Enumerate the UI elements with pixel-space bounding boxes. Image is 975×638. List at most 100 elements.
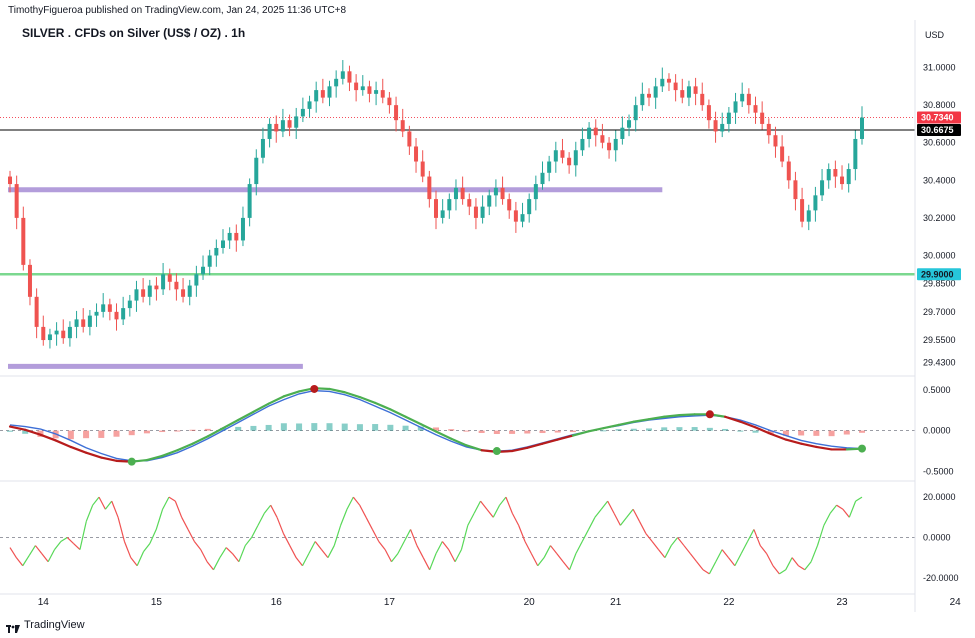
osc2-segment (130, 557, 138, 567)
slow-line (9, 389, 863, 462)
histogram-bar (341, 423, 348, 431)
histogram-bar (113, 430, 120, 437)
candle (300, 97, 305, 123)
osc2-segment (66, 537, 74, 544)
candle (21, 206, 26, 271)
candle (520, 202, 525, 228)
candle (340, 60, 345, 85)
osc2-segment (740, 541, 749, 554)
candle-body (806, 210, 811, 222)
candle (540, 161, 545, 190)
osc2-segment (543, 545, 551, 558)
candle-body (314, 90, 319, 102)
osc2-segment (441, 541, 450, 550)
osc2-segment (581, 529, 590, 542)
fast-line-segment (541, 438, 559, 445)
fast-line-segment (739, 420, 757, 429)
fast-line-segment (69, 445, 88, 454)
fast-line-segment (221, 418, 240, 430)
osc2-segment (670, 537, 679, 546)
candle (760, 101, 765, 130)
candle (627, 114, 632, 137)
candle-body (693, 86, 698, 94)
candle (533, 175, 538, 211)
osc2-segment (321, 549, 329, 559)
histogram-bar (7, 430, 13, 432)
price-tick-label: 30.6000 (923, 138, 956, 148)
fast-line-segment (237, 410, 255, 422)
candle-body (21, 217, 26, 265)
fast-line-segment (556, 434, 575, 441)
osc2-segment (619, 516, 628, 526)
candle-body (653, 86, 658, 98)
time-tick-label: 16 (271, 597, 283, 608)
histogram-bar (539, 430, 546, 434)
fast-line-segment (769, 432, 788, 441)
candle-body (107, 304, 112, 312)
candle-body (174, 281, 179, 290)
candle-body (760, 112, 765, 124)
candle (860, 106, 864, 145)
candle (846, 163, 851, 193)
candle-body (820, 180, 825, 196)
candle (287, 114, 292, 137)
candle-body (161, 274, 166, 290)
candle-body (221, 240, 225, 248)
fast-line-segment (84, 451, 103, 459)
candle-body (833, 169, 838, 177)
fast-line-segment (647, 415, 666, 421)
candle (660, 67, 665, 92)
candle-body (327, 86, 332, 98)
candle (653, 77, 658, 109)
histogram-bar (752, 430, 759, 433)
osc2-segment (416, 545, 424, 558)
candle-body (227, 232, 232, 241)
candle-body (473, 206, 478, 218)
histogram-bar (235, 426, 242, 431)
osc2-segment (810, 545, 819, 562)
candle-body (547, 161, 552, 173)
osc2-segment (524, 541, 532, 554)
time-tick-label: 17 (384, 597, 396, 608)
osc2-segment (658, 549, 666, 559)
osc2-segment (708, 561, 717, 575)
candle-body (181, 289, 186, 297)
candle (527, 193, 532, 223)
candle (94, 303, 99, 327)
candle-body (320, 90, 325, 98)
osc2-segment (683, 545, 691, 555)
candle-body (427, 176, 432, 200)
osc2-segment (47, 549, 56, 562)
osc2-segment (174, 500, 183, 518)
fast-line-segment (206, 427, 225, 438)
candle (127, 294, 132, 317)
price-label-text: 30.6675 (921, 125, 954, 135)
candle-body (660, 78, 665, 87)
candle-body (560, 150, 565, 158)
histogram-bar (722, 428, 729, 431)
price-label-text: 30.7340 (921, 113, 954, 123)
price-label-box (917, 111, 961, 124)
osc2-segment (219, 547, 227, 558)
osc2-segment (276, 517, 284, 534)
histogram-bar (569, 430, 576, 433)
osc2-segment (111, 500, 119, 518)
candle-body (34, 296, 39, 327)
candle-body (167, 274, 172, 282)
fast-line-segment (434, 430, 453, 440)
candle (194, 265, 199, 297)
candle-body (786, 161, 791, 181)
candle (367, 80, 372, 103)
candle (121, 296, 126, 326)
osc2-segment (651, 541, 660, 550)
osc2-segment (200, 549, 208, 562)
osc2-segment (282, 533, 291, 546)
candle (820, 169, 825, 201)
fast-line-segment (587, 427, 605, 433)
candle (414, 138, 419, 173)
fast-line-segment (328, 387, 346, 394)
fast-line-segment (176, 442, 194, 452)
candle (374, 81, 379, 106)
osc2-tick-label: 0.0000 (923, 532, 951, 542)
